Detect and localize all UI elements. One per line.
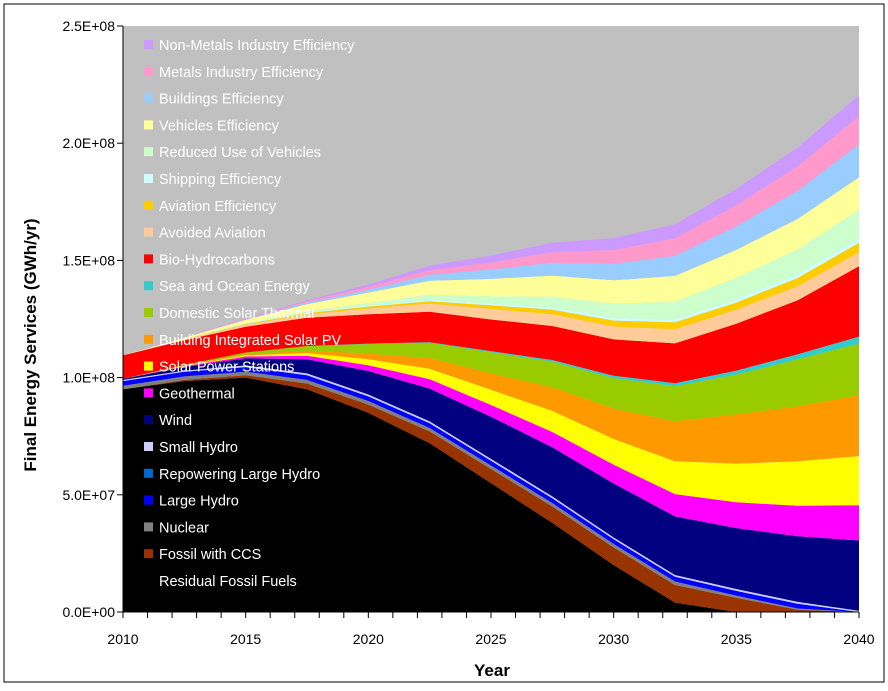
legend-swatch-reduced-use-of-vehicles (144, 147, 153, 157)
legend-label-geothermal: Geothermal (159, 386, 235, 402)
y-tick-label: 2.0E+08 (62, 135, 115, 151)
area-aviation-efficiency (123, 242, 859, 356)
legend-swatch-avoided-aviation (144, 227, 153, 237)
x-tick-label: 2035 (721, 631, 752, 647)
y-tick-label: 2.5E+08 (62, 18, 115, 34)
legend-swatch-domestic-solar-thermal (144, 308, 153, 317)
legend-swatch-wind (144, 415, 153, 425)
legend-label-residual-fossil-fuels: Residual Fossil Fuels (159, 574, 297, 590)
area-domestic-solar-thermal (123, 342, 859, 422)
area-vehicles-efficiency (123, 177, 859, 356)
y-tick-label: 0.0E+00 (62, 604, 115, 620)
area-metals-industry-efficiency (123, 116, 859, 356)
x-axis-title: Year (474, 661, 510, 680)
x-tick-label: 2020 (353, 631, 384, 647)
area-solar-power-stations (123, 353, 859, 506)
x-tick-label: 2030 (598, 631, 629, 647)
legend-swatch-aviation-efficiency (144, 200, 153, 210)
legend-swatch-fossil-with-ccs (144, 549, 153, 559)
legend-label-building-integrated-solar-pv: Building Integrated Solar PV (159, 333, 341, 349)
legend-label-vehicles-efficiency: Vehicles Efficiency (159, 118, 280, 134)
legend-label-domestic-solar-thermal: Domestic Solar Thermal (159, 306, 314, 322)
legend-label-repowering-large-hydro: Repowering Large Hydro (159, 467, 320, 483)
y-tick-label: 1.5E+08 (62, 252, 115, 268)
legend-label-avoided-aviation: Avoided Aviation (159, 226, 266, 242)
y-axis-title: Final Energy Services (GWh/yr) (21, 218, 40, 471)
area-geothermal (123, 355, 859, 541)
legend-swatch-building-integrated-solar-pv (144, 334, 153, 344)
area-reduced-use-of-vehicles (123, 210, 859, 356)
legend-label-fossil-with-ccs: Fossil with CCS (159, 547, 261, 563)
legend-swatch-buildings-efficiency (144, 93, 153, 103)
area-bio-hydrocarbons (123, 266, 859, 384)
legend-swatch-small-hydro (144, 442, 153, 451)
legend-swatch-solar-power-stations (144, 361, 153, 371)
legend-label-wind: Wind (159, 413, 192, 429)
legend-swatch-metals-industry-efficiency (144, 66, 153, 76)
area-buildings-efficiency (123, 144, 859, 356)
legend-label-sea-and-ocean-energy: Sea and Ocean Energy (159, 279, 310, 295)
area-wind (123, 358, 859, 611)
y-tick-label: 5.0E+07 (62, 487, 115, 503)
legend-label-shipping-efficiency: Shipping Efficiency (159, 172, 282, 188)
legend-label-nuclear: Nuclear (159, 520, 209, 536)
legend-label-non-metals-industry-efficiency: Non-Metals Industry Efficiency (159, 38, 355, 54)
legend-label-large-hydro: Large Hydro (159, 494, 239, 510)
legend-label-solar-power-stations: Solar Power Stations (159, 360, 294, 376)
legend-swatch-vehicles-efficiency (144, 120, 153, 130)
x-tick-label: 2010 (107, 631, 138, 647)
legend-swatch-large-hydro (144, 495, 153, 505)
legend-label-small-hydro: Small Hydro (159, 440, 238, 456)
legend-label-bio-hydrocarbons: Bio-Hydrocarbons (159, 252, 275, 268)
area-building-integrated-solar-pv (123, 350, 859, 464)
legend-label-buildings-efficiency: Buildings Efficiency (159, 92, 284, 108)
legend-label-metals-industry-efficiency: Metals Industry Efficiency (159, 65, 324, 81)
x-tick-label: 2025 (475, 631, 506, 647)
x-tick-label: 2015 (230, 631, 261, 647)
legend-swatch-sea-and-ocean-energy (144, 281, 153, 291)
y-tick-label: 1.0E+08 (62, 370, 115, 386)
legend-swatch-repowering-large-hydro (144, 468, 153, 478)
legend-swatch-shipping-efficiency (144, 174, 153, 183)
legend-swatch-bio-hydrocarbons (144, 254, 153, 264)
legend-label-reduced-use-of-vehicles: Reduced Use of Vehicles (159, 145, 321, 161)
area-avoided-aviation (123, 252, 859, 356)
area-residual-fossil-fuels (123, 377, 859, 612)
x-tick-label: 2040 (843, 631, 874, 647)
legend-swatch-geothermal (144, 388, 153, 398)
legend-label-aviation-efficiency: Aviation Efficiency (159, 199, 277, 215)
legend-swatch-nuclear (144, 522, 153, 532)
legend-swatch-non-metals-industry-efficiency (144, 40, 153, 49)
